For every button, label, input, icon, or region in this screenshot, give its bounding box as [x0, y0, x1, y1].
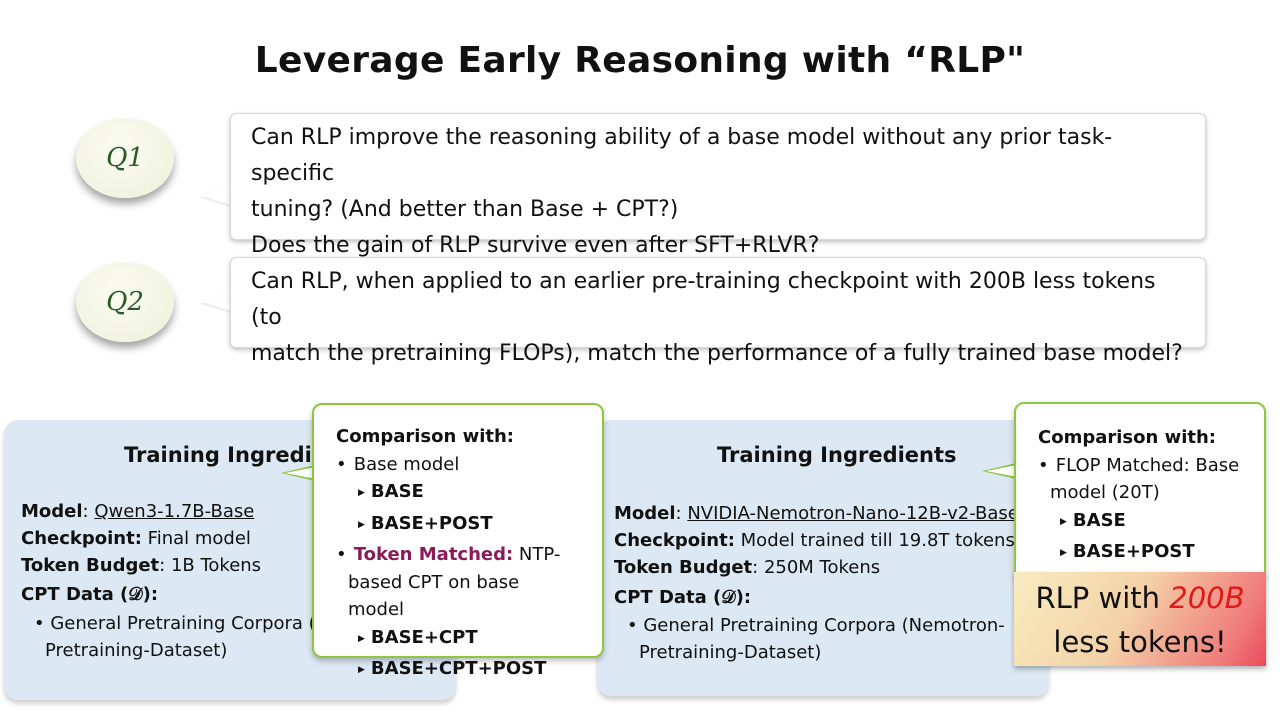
triangle-bullet-icon: ▶	[358, 519, 365, 530]
bullet-icon: •	[336, 453, 347, 475]
left-callout-tail-fill	[285, 467, 316, 479]
callout-sub-item: ▶ BASE+POST	[336, 510, 580, 542]
bullet-icon: •	[1038, 454, 1049, 476]
budget-label: Token Budget	[21, 555, 160, 576]
budget-value: : 1B Tokens	[159, 555, 262, 576]
q1-badge: Q1	[76, 118, 174, 198]
callout-item-label: based CPT on base model	[348, 571, 520, 621]
model-link[interactable]: Qwen3-1.7B-Base	[94, 501, 255, 522]
highlight-text: RLP with	[1035, 581, 1170, 615]
q1-line: Can RLP improve the reasoning ability of…	[251, 125, 1113, 186]
q2-bubble-tail	[201, 293, 231, 311]
callout-heading: Comparison with:	[336, 426, 514, 447]
bullet-icon: •	[627, 615, 638, 636]
callout-sub-label: BASE	[370, 481, 424, 502]
model-label: Model	[614, 503, 676, 524]
cpt-item-line: Pretraining-Dataset)	[639, 642, 822, 663]
left-cpt-row: CPT Data (𝒟):	[21, 581, 158, 608]
callout-heading: Comparison with:	[1038, 427, 1216, 448]
callout-sub-label: BASE+POST	[1072, 541, 1195, 562]
triangle-bullet-icon: ▶	[1060, 516, 1067, 527]
callout-sub-label: BASE+CPT+POST	[370, 658, 547, 679]
callout-sub-item: ▶ BASE+CPT+POST	[336, 655, 580, 687]
bullet-icon: •	[34, 613, 45, 634]
q1-bubble: Can RLP improve the reasoning ability of…	[230, 113, 1206, 258]
checkpoint-value: Final model	[147, 528, 251, 549]
right-comparison-callout: Comparison with: • FLOP Matched: Base mo…	[1014, 402, 1266, 582]
q2-bubble: Can RLP, when applied to an earlier pre-…	[230, 257, 1206, 366]
callout-item-cont: based CPT on base model	[336, 569, 580, 624]
callout-item-label: model (20T)	[1050, 482, 1160, 503]
checkpoint-value: Model trained till 19.8T tokens	[740, 530, 1015, 551]
right-cpt-item: • General Pretraining Corpora (Nemotron-	[627, 612, 1005, 639]
triangle-bullet-icon: ▶	[1060, 548, 1067, 558]
q2-badge-label: Q2	[106, 287, 144, 317]
callout-sub-label: BASE+POST	[370, 512, 493, 534]
budget-value: : 250M Tokens	[752, 557, 881, 578]
q2-line: Can RLP, when applied to an earlier pre-…	[251, 269, 1156, 330]
right-panel-title: Training Ingredients	[717, 443, 957, 467]
callout-sub-item: ▶ BASE+CPT	[336, 624, 580, 656]
triangle-bullet-icon: ▶	[358, 665, 365, 675]
callout-item-label: FLOP Matched: Base	[1055, 454, 1240, 476]
right-callout-tail-fill	[986, 465, 1017, 477]
checkpoint-label: Checkpoint:	[21, 528, 142, 549]
token-matched-label: Token Matched:	[353, 544, 514, 565]
callout-item-cont: model (20T)	[1038, 479, 1242, 507]
checkpoint-label: Checkpoint:	[614, 530, 735, 551]
right-checkpoint-row: Checkpoint: Model trained till 19.8T tok…	[614, 527, 1015, 554]
highlight-line1: RLP with 200B	[1014, 576, 1266, 620]
q1-bubble-tail	[201, 187, 231, 205]
left-model-row: Model: Qwen3-1.7B-Base	[21, 501, 255, 522]
cpt-label: CPT Data (𝒟):	[614, 587, 752, 608]
highlight-red-text: 200B	[1169, 581, 1245, 615]
left-checkpoint-row: Checkpoint: Final model	[21, 525, 251, 552]
callout-item-token-matched: • Token Matched: NTP-	[336, 541, 580, 569]
right-cpt-item-cont: Pretraining-Dataset)	[639, 639, 821, 666]
right-model-row: Model: NVIDIA-Nemotron-Nano-12B-v2-Base	[614, 503, 1019, 524]
callout-sub-item: ▶ BASE	[1038, 507, 1242, 539]
triangle-bullet-icon: ▶	[358, 633, 365, 644]
bullet-icon: •	[336, 544, 347, 565]
triangle-bullet-icon: ▶	[358, 488, 365, 498]
q1-badge-label: Q1	[106, 143, 144, 173]
cpt-label: CPT Data (𝒟):	[21, 584, 159, 605]
right-cpt-row: CPT Data (𝒟):	[614, 584, 751, 611]
left-comparison-callout: Comparison with: • Base model ▶ BASE ▶ BAS…	[312, 403, 604, 679]
cpt-item-line: Pretraining-Dataset)	[45, 640, 228, 661]
right-budget-row: Token Budget: 250M Tokens	[614, 554, 880, 581]
q2-badge: Q2	[76, 262, 174, 342]
callout-sub-label: BASE	[1072, 509, 1126, 531]
q1-line: tuning? (And better than Base + CPT?)	[251, 197, 679, 222]
highlight-line2: less tokens!	[1053, 625, 1227, 659]
cpt-item-line: General Pretraining Corpora (Nemotron-	[643, 615, 1005, 636]
callout-item-base-model: • Base model	[336, 451, 580, 479]
callout-item-label: Base model	[353, 453, 460, 475]
slide-title: Leverage Early Reasoning with “RLP"	[254, 40, 1026, 81]
model-link[interactable]: NVIDIA-Nemotron-Nano-12B-v2-Base	[687, 503, 1019, 524]
callout-sub-item: ▶ BASE	[336, 478, 580, 510]
q1-line: Does the gain of RLP survive even after …	[251, 233, 820, 258]
budget-label: Token Budget	[614, 557, 753, 578]
right-training-panel: Training Ingredients Model: NVIDIA-Nemot…	[597, 420, 1049, 696]
callout-sub-item: ▶ BASE+POST	[1038, 538, 1242, 570]
callout-item-flop-matched: • FLOP Matched: Base	[1038, 452, 1242, 480]
model-label: Model	[21, 501, 83, 522]
callout-sub-label: BASE+CPT	[370, 626, 478, 648]
left-cpt-item-cont: Pretraining-Dataset)	[45, 637, 227, 664]
rlp-highlight-box: RLP with 200B less tokens!	[1014, 572, 1266, 666]
q2-line: match the pretraining FLOPs), match the …	[251, 341, 1183, 366]
left-budget-row: Token Budget: 1B Tokens	[21, 552, 261, 579]
callout-item-label: NTP-	[513, 544, 561, 565]
